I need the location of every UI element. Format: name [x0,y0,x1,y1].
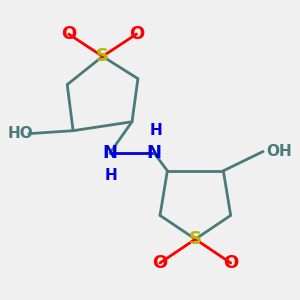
Text: H: H [105,168,118,183]
Text: O: O [223,254,238,272]
Text: N: N [147,144,162,162]
Text: O: O [129,25,144,43]
Text: O: O [152,254,168,272]
Text: O: O [61,25,76,43]
Text: H: H [149,123,162,138]
Text: S: S [189,230,202,248]
Text: OH: OH [266,144,292,159]
Text: S: S [96,47,109,65]
Text: HO: HO [8,126,33,141]
Text: N: N [102,144,117,162]
